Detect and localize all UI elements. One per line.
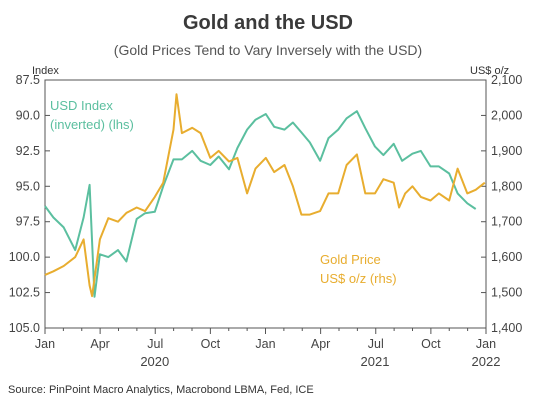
x-tick-label: Jan (476, 337, 496, 351)
gold-legend-label-line2: US$ o/z (rhs) (320, 271, 397, 286)
x-tick-label: Jul (368, 337, 384, 351)
left-tick-label: 90.0 (16, 108, 40, 122)
series-lines (44, 93, 486, 298)
left-tick-label: 100.0 (9, 250, 40, 264)
usd-legend-label-line2: (inverted) (lhs) (50, 117, 134, 132)
x-tick-label: Jul (147, 337, 163, 351)
chart-subtitle: (Gold Prices Tend to Vary Inversely with… (114, 42, 422, 58)
x-year-label: 2021 (361, 354, 390, 369)
usd-legend-label-line1: USD Index (50, 98, 113, 113)
x-tick-label: Apr (90, 337, 109, 351)
left-axis-unit: Index (32, 65, 59, 77)
left-axis: 87.5 90.0 92.5 95.0 97.5 100.0 102.5 105.0 (9, 73, 50, 335)
left-tick-label: 92.5 (16, 144, 40, 158)
right-tick-label: 1,700 (491, 215, 522, 229)
x-tick-label: Jan (255, 337, 275, 351)
right-tick-label: 1,500 (491, 286, 522, 300)
x-axis: Jan Apr Jul Oct Jan Apr Jul Oct Jan 2020 2021 2022 (35, 328, 501, 369)
right-axis-unit: US$ o/z (470, 65, 509, 77)
source-note: Source: PinPoint Macro Analytics, Macrob… (8, 384, 314, 396)
x-tick-label: Apr (311, 337, 330, 351)
left-tick-label: 95.0 (16, 179, 40, 193)
right-axis: 2,100 2,000 1,900 1,800 1,700 1,600 1,500 1,400 (481, 73, 522, 335)
left-tick-label: 105.0 (9, 321, 40, 335)
x-year-label: 2020 (140, 354, 169, 369)
left-tick-label: 87.5 (16, 73, 40, 87)
right-tick-label: 1,800 (491, 179, 522, 193)
left-tick-label: 97.5 (16, 215, 40, 229)
gold-price-line (44, 93, 486, 298)
right-tick-label: 1,900 (491, 144, 522, 158)
right-tick-label: 2,100 (491, 73, 522, 87)
x-tick-label: Oct (201, 337, 221, 351)
chart-title: Gold and the USD (183, 12, 353, 34)
gold-legend-label-line1: Gold Price (320, 252, 381, 267)
x-year-label: 2022 (472, 354, 501, 369)
left-tick-label: 102.5 (9, 286, 40, 300)
x-tick-label: Jan (35, 337, 55, 351)
right-tick-label: 2,000 (491, 108, 522, 122)
right-tick-label: 1,600 (491, 250, 522, 264)
x-tick-label: Oct (421, 337, 441, 351)
usd-index-line (44, 110, 477, 298)
right-tick-label: 1,400 (491, 321, 522, 335)
